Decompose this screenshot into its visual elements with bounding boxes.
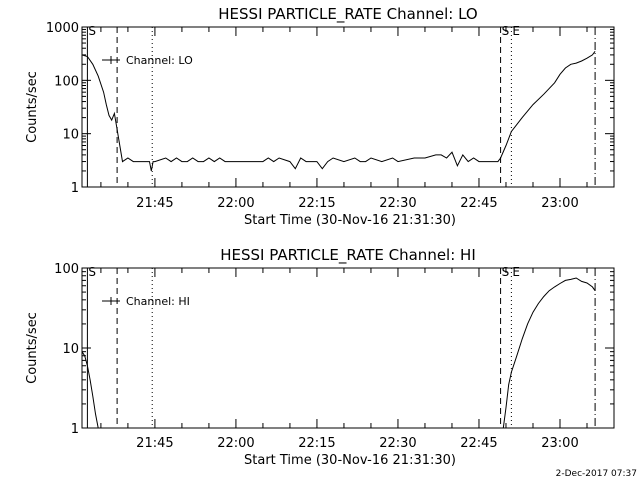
x-tick-label: 22:45 [460, 196, 497, 211]
y-tick-label: 100 [54, 74, 79, 89]
series-line-hi [81, 277, 596, 429]
marker-label: S [88, 265, 96, 279]
plot-frame-hi [81, 267, 615, 429]
y-tick-label: 100 [54, 262, 79, 277]
y-tick-label: 10 [62, 342, 79, 357]
legend-label: Channel: HI [126, 295, 190, 308]
x-tick-label: 22:45 [460, 436, 497, 451]
x-tick-label: 21:45 [136, 196, 173, 211]
marker-label: S [88, 24, 96, 38]
marker-label: E [512, 24, 520, 38]
x-axis-label: Start Time (30-Nov-16 21:31:30) [244, 213, 456, 228]
x-tick-label: 22:15 [298, 196, 335, 211]
x-tick-label: 22:30 [379, 436, 416, 451]
y-tick-label: 1 [71, 422, 79, 437]
series-line-lo [81, 50, 596, 171]
generated-timestamp: 2-Dec-2017 07:37 [556, 469, 637, 479]
y-axis-label: Counts/sec [25, 312, 40, 384]
chart-title-lo: HESSI PARTICLE_RATE Channel: LO [218, 5, 477, 24]
x-tick-label: 22:00 [217, 436, 254, 451]
x-tick-label: 23:00 [541, 436, 578, 451]
x-tick-label: 22:30 [379, 196, 416, 211]
plot-frame-lo [81, 26, 615, 188]
x-tick-label: 22:15 [298, 436, 335, 451]
y-tick-label: 1 [71, 181, 79, 196]
x-tick-label: 22:00 [217, 196, 254, 211]
marker-label: E [512, 265, 520, 279]
y-tick-label: 10 [62, 128, 79, 143]
y-axis-label: Counts/sec [25, 71, 40, 143]
x-axis-label: Start Time (30-Nov-16 21:31:30) [244, 453, 456, 468]
legend-label: Channel: LO [126, 54, 193, 67]
chart-title-hi: HESSI PARTICLE_RATE Channel: HI [220, 246, 476, 265]
x-tick-label: 21:45 [136, 436, 173, 451]
marker-label: S [502, 265, 510, 279]
x-tick-label: 23:00 [541, 196, 578, 211]
marker-label: S [502, 24, 510, 38]
y-tick-label: 1000 [46, 21, 79, 36]
